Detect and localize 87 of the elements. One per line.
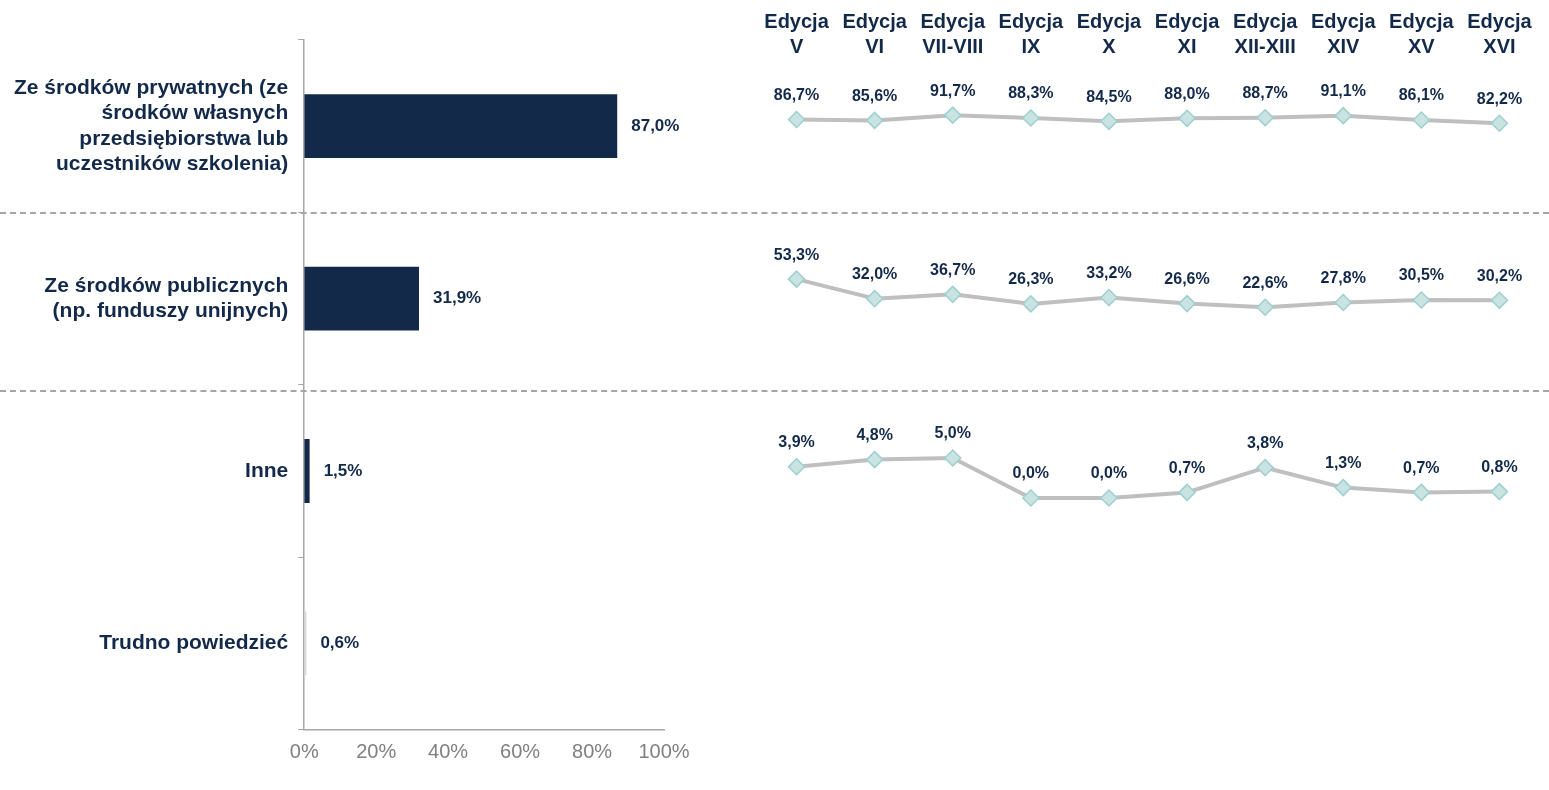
x-tick-label: Edycja X xyxy=(1076,9,1143,57)
data-label: 31,9% xyxy=(433,288,482,308)
data-label: 1,5% xyxy=(323,460,363,480)
data-label: 0,6% xyxy=(320,633,360,653)
data-label: 88,0% xyxy=(1164,84,1210,102)
x-tick-label: Edycja XVI xyxy=(1467,9,1533,57)
point xyxy=(1334,478,1352,497)
point xyxy=(1334,293,1352,312)
x-tick-label: Edycja XV xyxy=(1389,9,1455,57)
data-label: 3,9% xyxy=(778,433,815,451)
data-label: 91,7% xyxy=(930,81,976,99)
data-label: 5,0% xyxy=(934,424,971,442)
data-label: 0,8% xyxy=(1481,458,1518,476)
x-tick-label: 80% xyxy=(572,740,613,763)
data-label: 36,7% xyxy=(930,260,976,278)
x-tick-label: 100% xyxy=(638,740,690,763)
x-tick-label: Edycja XI xyxy=(1154,9,1221,57)
data-label: 3,8% xyxy=(1246,434,1284,452)
point xyxy=(1412,111,1431,129)
x-tick-label: Edycja VI xyxy=(842,9,908,57)
data-label: 26,3% xyxy=(1008,270,1054,288)
data-label: 32,0% xyxy=(851,265,898,283)
y-tick-label: Ze środków publicznych (np. funduszy unijnych) xyxy=(44,272,289,321)
point xyxy=(1100,288,1118,307)
point xyxy=(944,106,962,124)
point xyxy=(865,111,884,130)
x-tick-label: 0% xyxy=(289,740,319,763)
point xyxy=(1490,291,1509,310)
data-label: 86,1% xyxy=(1398,86,1445,104)
data-label: 30,2% xyxy=(1476,266,1523,284)
x-tick-label: 60% xyxy=(500,740,541,763)
point xyxy=(865,289,884,308)
bar xyxy=(304,266,419,331)
x-tick-label: 20% xyxy=(356,740,397,763)
y-tick-label: Trudno powiedzieć xyxy=(99,630,289,654)
data-label: 88,3% xyxy=(1008,84,1054,102)
data-label: 30,5% xyxy=(1398,266,1445,284)
point xyxy=(944,449,962,467)
data-label: 27,8% xyxy=(1320,268,1366,286)
y-tick-label: Inne xyxy=(245,457,289,481)
data-label: 0,7% xyxy=(1403,458,1440,476)
point xyxy=(865,450,884,469)
point xyxy=(787,458,806,476)
bar xyxy=(304,439,310,503)
point xyxy=(1490,482,1509,501)
x-tick-label: 40% xyxy=(428,740,469,763)
data-label: 84,5% xyxy=(1086,87,1132,105)
point xyxy=(1412,483,1431,502)
point xyxy=(1022,295,1040,313)
point xyxy=(1412,291,1431,309)
data-label: 87,0% xyxy=(631,115,680,135)
point xyxy=(1256,108,1274,127)
data-label: 91,1% xyxy=(1320,82,1366,100)
point xyxy=(1022,109,1040,127)
x-tick-label: Edycja VII-VIII xyxy=(920,9,986,57)
point xyxy=(1178,483,1196,502)
point xyxy=(1100,112,1118,131)
data-label: 1,3% xyxy=(1325,454,1362,472)
point xyxy=(1178,294,1196,313)
data-label: 0,7% xyxy=(1168,458,1206,476)
data-label: 82,2% xyxy=(1476,89,1523,107)
point xyxy=(1100,489,1118,507)
y-tick-label: Ze środków prywatnych (ze środków własnych przedsiębiorstwa lub uczestników szkolenia) xyxy=(14,75,289,174)
data-label: 22,6% xyxy=(1242,273,1288,291)
x-tick-label: Edycja XII-XIII xyxy=(1232,9,1299,57)
data-label: 85,6% xyxy=(851,86,898,104)
data-label: 86,7% xyxy=(773,85,820,103)
point xyxy=(787,110,806,129)
point xyxy=(787,270,806,288)
point xyxy=(1490,114,1509,133)
x-tick-label: Edycja IX xyxy=(998,9,1064,57)
data-label: 33,2% xyxy=(1086,263,1132,281)
data-label: 88,7% xyxy=(1242,84,1288,102)
point xyxy=(1256,298,1274,317)
point xyxy=(1334,106,1352,125)
bar xyxy=(304,94,618,159)
x-tick-label: Edycja XIV xyxy=(1311,9,1377,57)
data-label: 0,0% xyxy=(1090,464,1128,482)
point xyxy=(1022,489,1040,507)
point xyxy=(1178,109,1196,128)
data-label: 0,0% xyxy=(1012,464,1050,482)
data-label: 4,8% xyxy=(856,426,893,444)
data-label: 53,3% xyxy=(773,245,820,263)
data-label: 26,6% xyxy=(1164,270,1210,288)
point xyxy=(944,285,962,304)
point xyxy=(1256,458,1274,477)
x-tick-label: Edycja V xyxy=(764,9,830,57)
